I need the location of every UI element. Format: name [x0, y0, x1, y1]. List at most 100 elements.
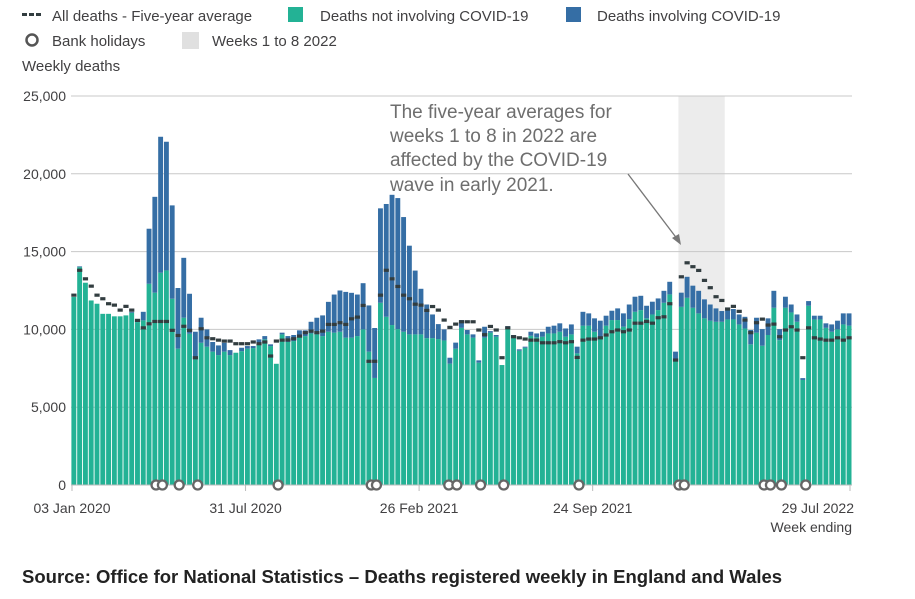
average-marker: [233, 342, 239, 346]
bar-non-covid: [158, 272, 164, 485]
annotation-arrowhead-icon: [672, 234, 681, 245]
annotation-line: affected by the COVID-19: [390, 150, 607, 171]
average-marker: [291, 337, 297, 341]
bar-non-covid: [366, 351, 372, 485]
average-marker: [493, 328, 499, 332]
bar-covid: [846, 313, 852, 326]
average-marker: [163, 319, 170, 324]
bar-non-covid: [754, 332, 759, 485]
bank-holiday-marker: [764, 479, 777, 491]
bar-non-covid: [840, 324, 846, 485]
average-marker: [348, 317, 355, 321]
average-marker: [343, 322, 349, 327]
average-marker: [516, 336, 522, 340]
average-marker: [186, 328, 193, 332]
bar-covid: [244, 346, 250, 349]
bar-non-covid: [435, 339, 441, 485]
bar-non-covid: [256, 344, 262, 485]
bar-covid: [835, 320, 840, 330]
average-marker: [591, 337, 598, 341]
bar-non-covid: [771, 307, 777, 485]
bar-non-covid: [661, 302, 667, 485]
average-marker: [406, 297, 413, 301]
average-marker: [788, 325, 794, 329]
bar-non-covid: [233, 352, 239, 485]
x-tick-label: 03 Jan 2020: [33, 500, 110, 516]
bar-covid: [441, 329, 447, 341]
bar-non-covid: [320, 336, 326, 485]
average-marker: [782, 328, 789, 332]
average-marker: [100, 297, 106, 301]
average-marker: [545, 341, 551, 345]
bar-non-covid: [777, 340, 783, 485]
average-marker: [215, 338, 222, 342]
average-marker: [320, 329, 326, 333]
bar-covid: [586, 313, 592, 326]
average-marker: [499, 356, 505, 360]
bar-non-covid: [181, 317, 187, 485]
bar-non-covid: [719, 321, 725, 485]
bar-covid: [268, 344, 273, 347]
bar-non-covid: [482, 337, 488, 485]
bar-covid: [459, 320, 464, 328]
bar-non-covid: [632, 311, 638, 485]
bar-covid: [401, 217, 407, 332]
bar-covid: [788, 304, 794, 313]
bar-non-covid: [135, 322, 140, 485]
average-marker: [597, 336, 603, 340]
bar-covid: [250, 346, 256, 349]
bar-covid: [516, 349, 522, 351]
average-marker: [181, 324, 187, 328]
bank-holiday-marker: [678, 479, 690, 491]
average-marker: [302, 331, 308, 335]
bar-covid: [447, 357, 453, 364]
bar-non-covid: [418, 334, 424, 485]
bar-covid: [759, 329, 765, 346]
bar-covid: [297, 330, 302, 337]
legend-covid-label: Deaths involving COVID-19: [597, 8, 780, 25]
average-marker: [192, 356, 198, 360]
average-marker: [395, 284, 401, 289]
bar-covid: [192, 331, 198, 360]
bar-covid: [331, 294, 337, 333]
bar-covid: [453, 342, 459, 349]
bar-covid: [563, 328, 569, 337]
bar-covid: [372, 327, 378, 378]
bar-covid: [557, 323, 563, 332]
average-marker: [672, 358, 679, 362]
y-tick-label: 0: [58, 477, 66, 493]
y-tick-label: 25,000: [23, 88, 66, 104]
bar-covid: [667, 281, 673, 295]
average-marker: [476, 328, 482, 332]
average-marker: [551, 341, 557, 345]
average-marker: [267, 354, 274, 358]
average-marker: [840, 338, 846, 342]
bar-covid: [406, 245, 412, 335]
bar-covid: [308, 321, 314, 334]
bar-covid: [794, 314, 800, 322]
bar-covid: [719, 311, 725, 322]
bar-non-covid: [175, 348, 181, 485]
bank-holiday-marker: [498, 479, 510, 491]
bar-non-covid: [216, 355, 221, 485]
bar-covid: [620, 313, 626, 327]
bar-non-covid: [597, 338, 603, 485]
bar-non-covid: [592, 331, 597, 485]
bar-covid: [742, 316, 748, 329]
bar-non-covid: [88, 300, 94, 485]
bar-covid: [140, 311, 146, 321]
average-marker: [158, 319, 164, 324]
average-marker: [106, 302, 112, 306]
bar-covid: [765, 318, 771, 336]
bar-covid: [811, 315, 817, 320]
bar-covid: [239, 347, 245, 352]
average-marker: [736, 309, 742, 313]
bar-covid: [806, 301, 812, 306]
average-marker: [285, 338, 291, 342]
bar-non-covid: [378, 302, 383, 485]
average-marker: [678, 275, 684, 279]
bar-covid: [146, 228, 152, 284]
average-marker: [823, 338, 829, 342]
bar-covid: [158, 136, 164, 273]
bar-covid: [181, 257, 187, 318]
